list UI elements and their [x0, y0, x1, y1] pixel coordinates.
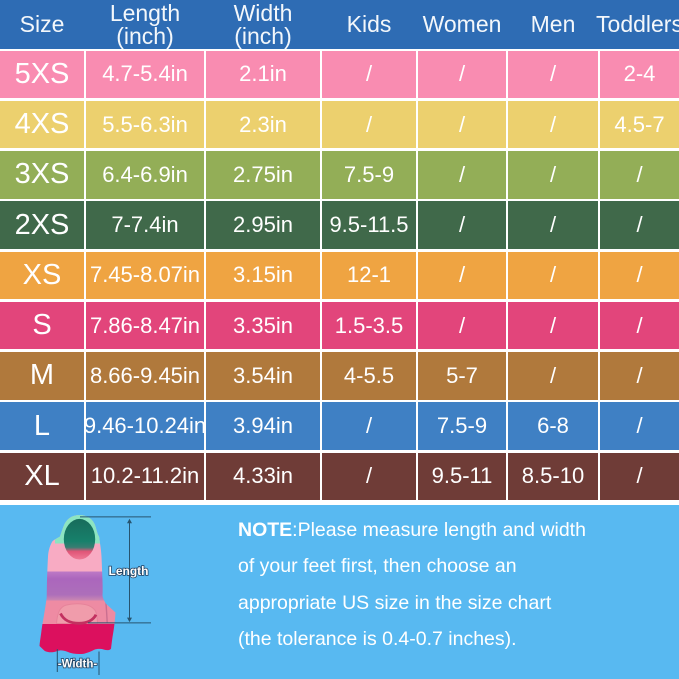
- svg-text:Length: Length: [109, 564, 149, 578]
- svg-text:-Width-: -Width-: [58, 658, 98, 670]
